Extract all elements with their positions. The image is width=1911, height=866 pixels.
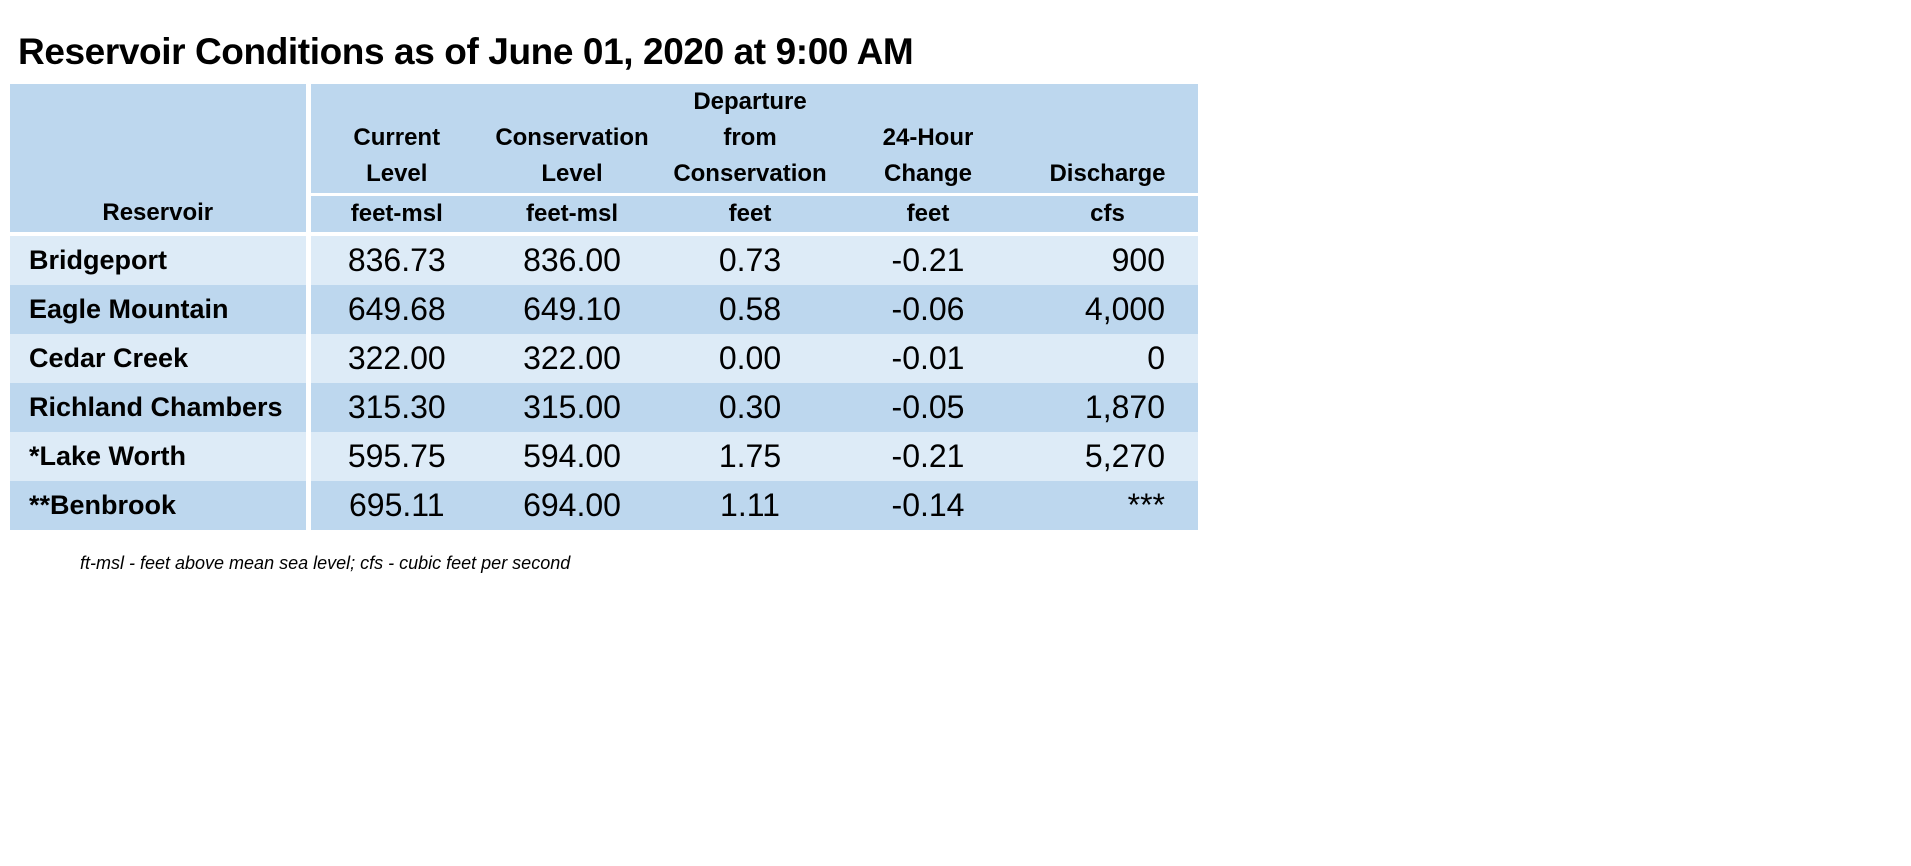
change-24h-cell: -0.21 bbox=[839, 432, 1017, 481]
column-header-departure-line-1: Departure bbox=[693, 88, 807, 115]
column-header-reservoir-label: Reservoir bbox=[102, 199, 214, 226]
table-row: Richland Chambers 315.30 315.00 0.30 -0.… bbox=[10, 383, 1198, 432]
departure-cell: 0.30 bbox=[661, 383, 839, 432]
conservation-level-cell: 836.00 bbox=[483, 232, 661, 285]
departure-cell: 0.58 bbox=[661, 285, 839, 334]
column-header-current-level-line-2: Level bbox=[366, 160, 428, 187]
current-level-cell: 649.68 bbox=[308, 285, 483, 334]
discharge-cell: *** bbox=[1017, 481, 1198, 530]
table-row: Bridgeport 836.73 836.00 0.73 -0.21 900 bbox=[10, 232, 1198, 285]
departure-cell: 1.11 bbox=[661, 481, 839, 530]
departure-cell: 0.73 bbox=[661, 232, 839, 285]
discharge-cell: 900 bbox=[1017, 232, 1198, 285]
column-header-departure: Departure from Conservation bbox=[661, 84, 839, 195]
table-row: Eagle Mountain 649.68 649.10 0.58 -0.06 … bbox=[10, 285, 1198, 334]
reservoir-name-cell: **Benbrook bbox=[10, 481, 311, 530]
reservoir-name-cell: Bridgeport bbox=[10, 232, 311, 285]
table-row: Cedar Creek 322.00 322.00 0.00 -0.01 0 bbox=[10, 334, 1198, 383]
column-header-departure-line-2: from bbox=[723, 124, 777, 151]
page-title: Reservoir Conditions as of June 01, 2020… bbox=[18, 31, 914, 72]
column-header-24-hour-change-line-1: 24-Hour bbox=[882, 124, 974, 151]
header-unit-row: feet-msl feet-msl feet feet cfs bbox=[10, 193, 1198, 234]
table-header: Reservoir Current Level Conservation Lev… bbox=[10, 84, 1198, 234]
current-level-cell: 836.73 bbox=[308, 232, 483, 285]
current-level-cell: 595.75 bbox=[308, 432, 483, 481]
departure-cell: 0.00 bbox=[661, 334, 839, 383]
departure-cell: 1.75 bbox=[661, 432, 839, 481]
discharge-cell: 1,870 bbox=[1017, 383, 1198, 432]
column-header-discharge: Discharge bbox=[1017, 84, 1198, 195]
footnote: ft-msl - feet above mean sea level; cfs … bbox=[80, 553, 571, 573]
change-24h-cell: -0.14 bbox=[839, 481, 1017, 530]
unit-departure: feet bbox=[661, 193, 839, 234]
conservation-level-cell: 315.00 bbox=[483, 383, 661, 432]
column-header-conservation-level-line-2: Level bbox=[541, 160, 603, 187]
change-24h-cell: -0.05 bbox=[839, 383, 1017, 432]
column-header-24-hour-change: 24-Hour Change bbox=[839, 84, 1017, 195]
column-header-current-level: Current Level bbox=[308, 84, 483, 195]
change-24h-cell: -0.21 bbox=[839, 232, 1017, 285]
discharge-cell: 4,000 bbox=[1017, 285, 1198, 334]
column-header-reservoir: Reservoir bbox=[10, 84, 311, 234]
unit-current-level: feet-msl bbox=[308, 193, 483, 234]
discharge-cell: 0 bbox=[1017, 334, 1198, 383]
change-24h-cell: -0.01 bbox=[839, 334, 1017, 383]
column-header-conservation-level-line-1: Conservation bbox=[495, 124, 649, 151]
discharge-cell: 5,270 bbox=[1017, 432, 1198, 481]
unit-conservation-level: feet-msl bbox=[483, 193, 661, 234]
current-level-cell: 695.11 bbox=[308, 481, 483, 530]
reservoir-name-cell: *Lake Worth bbox=[10, 432, 311, 481]
conservation-level-cell: 649.10 bbox=[483, 285, 661, 334]
unit-24-hour-change: feet bbox=[839, 193, 1017, 234]
reservoir-name-cell: Eagle Mountain bbox=[10, 285, 311, 334]
column-header-conservation-level: Conservation Level bbox=[483, 84, 661, 195]
table-row: *Lake Worth 595.75 594.00 1.75 -0.21 5,2… bbox=[10, 432, 1198, 481]
unit-discharge: cfs bbox=[1017, 193, 1198, 234]
reservoir-conditions-table: Reservoir Current Level Conservation Lev… bbox=[10, 84, 1198, 530]
conservation-level-cell: 594.00 bbox=[483, 432, 661, 481]
column-header-departure-line-3: Conservation bbox=[673, 160, 827, 187]
conservation-level-cell: 694.00 bbox=[483, 481, 661, 530]
reservoir-name-cell: Richland Chambers bbox=[10, 383, 311, 432]
current-level-cell: 322.00 bbox=[308, 334, 483, 383]
current-level-cell: 315.30 bbox=[308, 383, 483, 432]
table-body: Bridgeport 836.73 836.00 0.73 -0.21 900 … bbox=[10, 232, 1198, 530]
reservoir-name-cell: Cedar Creek bbox=[10, 334, 311, 383]
change-24h-cell: -0.06 bbox=[839, 285, 1017, 334]
table-row: **Benbrook 695.11 694.00 1.11 -0.14 *** bbox=[10, 481, 1198, 530]
column-header-24-hour-change-line-2: Change bbox=[883, 160, 972, 187]
conservation-level-cell: 322.00 bbox=[483, 334, 661, 383]
column-header-discharge-line-1: Discharge bbox=[1049, 160, 1166, 187]
header-label-row: Reservoir Current Level Conservation Lev… bbox=[10, 84, 1198, 234]
column-header-current-level-line-1: Current bbox=[353, 124, 441, 151]
